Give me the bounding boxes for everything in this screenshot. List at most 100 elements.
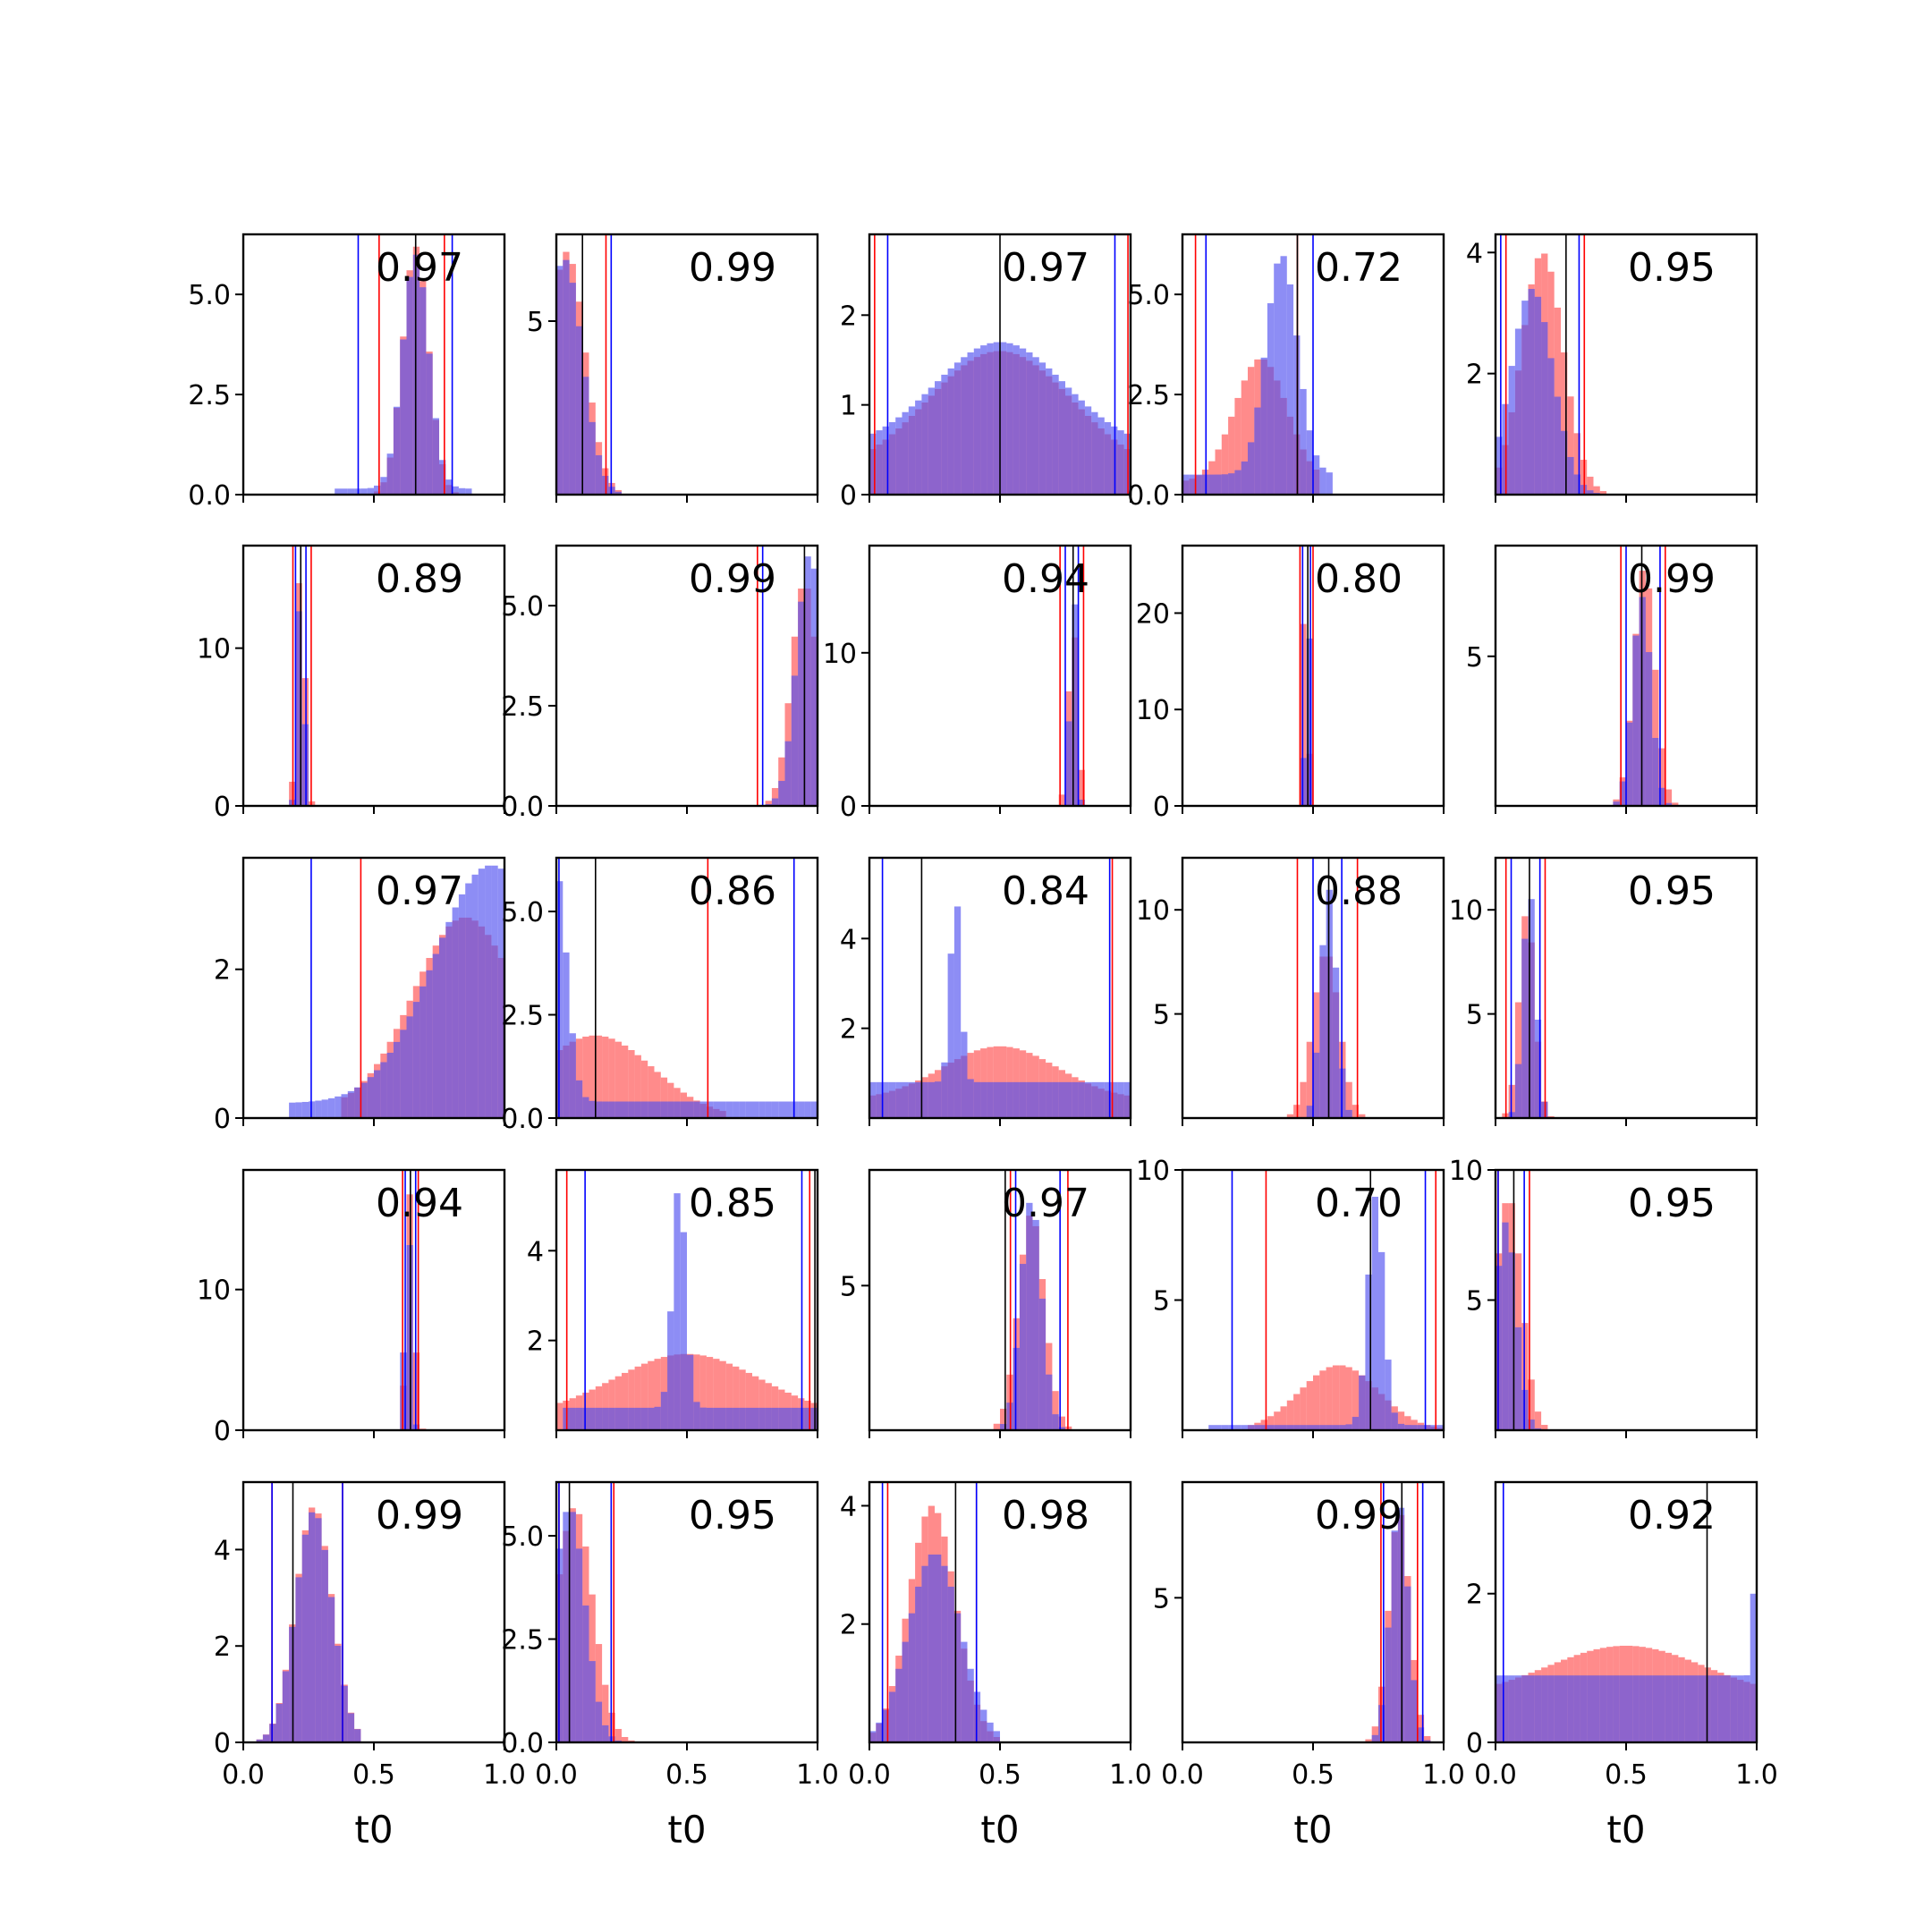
blue-histogram-bar (693, 1101, 700, 1118)
blue-histogram-bar (1652, 737, 1659, 806)
blue-histogram-bar (1221, 1425, 1229, 1430)
y-tick-label: 10 (1449, 895, 1483, 927)
x-tick-label: 0.5 (1605, 1759, 1648, 1791)
blue-histogram-bar (608, 1101, 615, 1118)
blue-histogram-bar (360, 488, 368, 495)
red-histogram-bar (1300, 1387, 1307, 1430)
blue-histogram-bar (648, 1407, 655, 1430)
blue-histogram-bar (935, 1555, 942, 1742)
blue-histogram-bar (882, 1709, 889, 1742)
panel-1-2: 50.99 (527, 233, 819, 503)
blue-histogram-bar (1561, 430, 1568, 495)
blue-histogram-bar (758, 1407, 766, 1430)
blue-histogram-bar (1195, 474, 1202, 495)
blue-histogram-bar (1496, 436, 1503, 495)
blue-histogram-bar (640, 1407, 648, 1430)
red-histogram-bar (614, 1728, 622, 1742)
blue-histogram-bar (628, 1101, 635, 1118)
blue-histogram-bar (614, 491, 622, 495)
blue-histogram-bar (1065, 1081, 1072, 1118)
y-tick-label: 0.0 (1127, 480, 1170, 512)
blue-histogram-bar (1684, 1675, 1691, 1742)
blue-histogram-bar (347, 488, 355, 495)
blue-histogram-bar (1645, 1675, 1653, 1742)
y-tick-label: 10 (1449, 1156, 1483, 1187)
blue-histogram-bar (1182, 474, 1190, 495)
blue-histogram-bar (1554, 396, 1561, 495)
blue-histogram-bar (1496, 1675, 1503, 1742)
blue-histogram-bar (680, 1232, 687, 1430)
blue-histogram-bar (921, 1565, 928, 1742)
blue-histogram-bar (602, 1101, 609, 1118)
blue-histogram-bar (987, 343, 994, 495)
blue-histogram-bar (1065, 721, 1072, 806)
blue-histogram-bar (614, 1407, 622, 1430)
correlation-label: 0.88 (1315, 869, 1402, 914)
y-tick-label: 0 (840, 480, 857, 512)
y-tick-label: 0.0 (188, 480, 231, 512)
blue-histogram-bar (1521, 938, 1529, 1118)
red-histogram-bar (582, 1036, 589, 1118)
x-tick-label: 0.0 (1474, 1759, 1517, 1791)
red-histogram-bar (634, 1055, 641, 1118)
blue-histogram-bar (301, 1534, 309, 1742)
blue-histogram-bar (445, 921, 453, 1118)
blue-histogram-bar (1352, 1417, 1360, 1430)
blue-histogram-bar (902, 1641, 909, 1742)
blue-histogram-bar (1345, 1424, 1352, 1430)
blue-histogram-bar (667, 1101, 674, 1118)
blue-histogram-bar (1404, 1425, 1411, 1430)
blue-histogram-bar (1397, 1423, 1405, 1430)
blue-histogram-bar (1013, 345, 1020, 495)
blue-histogram-bar (654, 1101, 661, 1118)
red-histogram-bar (622, 1045, 629, 1118)
blue-histogram-bar (1521, 1675, 1529, 1742)
red-histogram-bar (1228, 416, 1235, 495)
blue-histogram-bar (798, 1101, 805, 1118)
blue-histogram-bar (719, 1407, 726, 1430)
blue-histogram-bar (778, 1101, 785, 1118)
blue-histogram-bar (699, 1407, 707, 1430)
blue-histogram-bar (784, 1101, 792, 1118)
red-histogram-bar (1058, 794, 1065, 806)
blue-histogram-bar (1514, 1063, 1522, 1118)
blue-histogram-bar (804, 556, 811, 806)
red-histogram-bar (1567, 396, 1574, 495)
blue-histogram-bar (426, 970, 433, 1118)
blue-histogram-bar (1652, 1675, 1659, 1742)
blue-histogram-bar (1710, 1675, 1718, 1742)
blue-histogram-bar (1241, 1425, 1248, 1430)
blue-histogram-bar (1391, 1412, 1398, 1430)
y-tick-label: 10 (1136, 895, 1170, 927)
blue-histogram-bar (1508, 366, 1515, 495)
blue-histogram-bar (1117, 430, 1124, 495)
x-tick-label: 1.0 (483, 1759, 526, 1791)
blue-histogram-bar (1306, 1106, 1313, 1118)
blue-histogram-bar (439, 460, 446, 495)
red-histogram-bar (1078, 769, 1085, 806)
blue-histogram-bar (687, 1101, 694, 1118)
blue-histogram-bar (1280, 1425, 1287, 1430)
y-tick-label: 0 (214, 1416, 231, 1447)
blue-histogram-bar (1006, 343, 1013, 495)
correlation-label: 0.94 (1002, 556, 1089, 602)
blue-histogram-bar (1234, 470, 1241, 495)
blue-histogram-bar (1359, 1375, 1366, 1430)
blue-histogram-bar (327, 1097, 335, 1118)
blue-histogram-bar (928, 387, 935, 495)
panel-3-2: 0.0 2.5 5.0 0.86 (501, 856, 819, 1135)
blue-histogram-bar (1013, 1081, 1020, 1118)
blue-histogram-bar (569, 1407, 576, 1430)
blue-histogram-bar (725, 1101, 733, 1118)
red-histogram-bar (765, 1383, 772, 1430)
blue-histogram-bar (935, 1081, 942, 1118)
blue-histogram-bar (1411, 1680, 1418, 1742)
blue-histogram-bar (575, 326, 583, 495)
blue-histogram-bar (602, 1407, 609, 1430)
blue-histogram-bar (693, 1402, 700, 1430)
blue-histogram-bar (1743, 1675, 1750, 1742)
blue-histogram-bar (1541, 1675, 1548, 1742)
red-histogram-bar (589, 1035, 596, 1118)
red-histogram-bar (1248, 367, 1255, 495)
blue-histogram-bar (406, 1016, 413, 1118)
